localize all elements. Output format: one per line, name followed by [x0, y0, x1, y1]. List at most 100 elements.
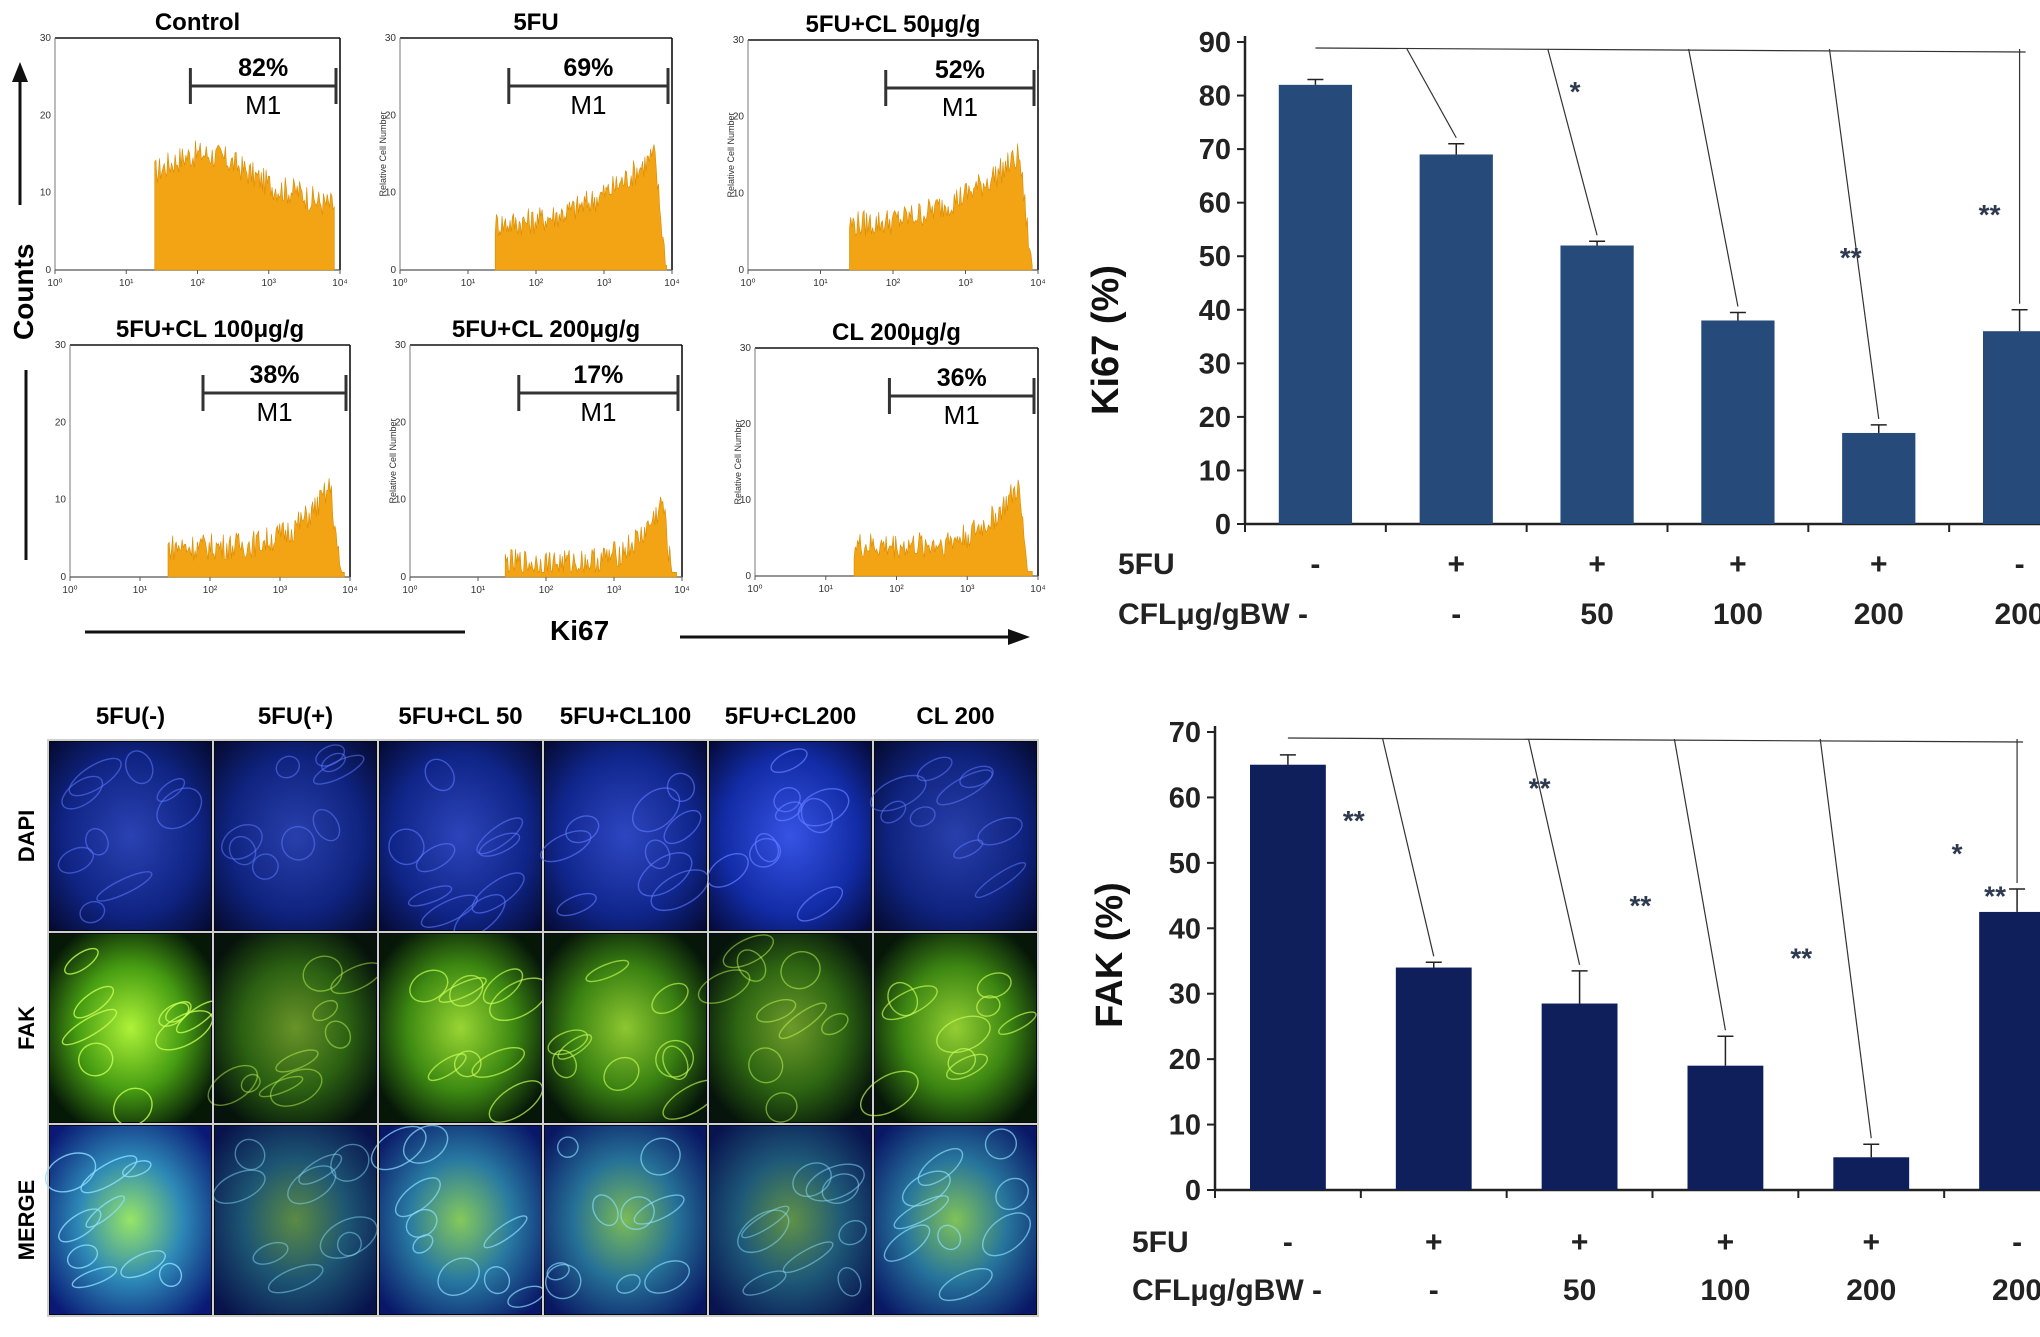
micro-crypt-structure [982, 1212, 1031, 1257]
micro-crypt-structure [221, 824, 263, 860]
micro-crypt-structure [258, 1075, 304, 1098]
y-tick-label: 50 [1199, 241, 1231, 273]
y-tick-label: 0 [1185, 1175, 1201, 1207]
histogram-x-tick-label: 10⁰ [747, 584, 762, 595]
micro-crypt-structure [697, 969, 751, 1004]
histogram-bars [849, 143, 1033, 271]
histogram-y-tick-label: 20 [55, 417, 67, 428]
micro-crypt-structure [551, 1049, 578, 1079]
gate-m1-label: M1 [256, 397, 292, 427]
micro-crypt-structure [893, 1195, 949, 1230]
micro-crypt-structure [124, 750, 154, 785]
micro-crypt-structure [995, 1177, 1029, 1211]
micro-crypt-structure [976, 972, 1012, 999]
micro-crypt-structure [901, 1170, 951, 1207]
histogram-x-tick-label: 10² [529, 278, 544, 289]
micro-cell-signal [710, 742, 871, 930]
micro-crypt-structure [66, 1244, 99, 1269]
micro-crypt-structure [616, 1274, 641, 1294]
treatment-value: 200 [1992, 1274, 2040, 1307]
y-tick-label: 50 [1169, 848, 1201, 880]
bar [1419, 154, 1493, 524]
y-tick-label: 60 [1199, 188, 1231, 220]
comparison-line [1382, 738, 1435, 957]
histogram-x-tick-label: 10⁰ [402, 585, 417, 596]
micro-cell-signal [50, 742, 211, 930]
micro-image-cell [44, 1123, 214, 1317]
comparison-line [1688, 48, 1739, 307]
micro-column-label: 5FU+CL100 [560, 703, 691, 730]
comparison-line [1287, 737, 2024, 743]
histogram-plot: 5FU 10⁰ 10¹ 10² 10³ 10⁴ 0 10 20 30 Relative Cell N… [378, 9, 680, 289]
treatment-value: - [2015, 548, 2025, 581]
micro-crypt-structure [640, 1137, 681, 1176]
micro-cell-signal [545, 1126, 706, 1314]
histogram-x-tick-label: 10³ [960, 584, 975, 595]
comparison-line [1527, 738, 1581, 965]
micro-crypt-structure [312, 754, 365, 785]
micro-crypt-structure [909, 806, 936, 827]
micro-crypt-structure [44, 1152, 97, 1193]
histogram-x-tick-label: 10⁴ [342, 585, 357, 596]
bar [1701, 320, 1775, 524]
micro-cell-signal [875, 934, 1036, 1122]
gate-percent-label: 52% [935, 56, 985, 84]
micro-cell-signal [545, 742, 706, 930]
histogram-y-tick-label: 10 [40, 188, 52, 199]
bar [1250, 764, 1326, 1190]
micro-crypt-structure [287, 1165, 337, 1205]
micro-crypt-structure [953, 839, 984, 859]
flow-cytometry-panel: Counts Ki67 Control 10⁰ 10¹ 10² 10³ 10⁴ 0 10 20 3… [0, 0, 1060, 650]
micro-crypt-structure [251, 853, 279, 880]
treatment-value: - [2012, 1226, 2022, 1259]
histogram-x-tick-label: 10¹ [119, 278, 134, 289]
micro-crypt-structure [749, 837, 782, 868]
histogram-x-tick-label: 10¹ [461, 278, 476, 289]
histogram-y-tick-label: 20 [733, 112, 745, 123]
micro-crypt-structure [483, 1266, 511, 1295]
treatment-value: - [1451, 598, 1461, 631]
histogram-x-tick-label: 10³ [597, 278, 612, 289]
micro-crypt-structure [402, 1124, 449, 1164]
y-tick-label: 40 [1199, 295, 1231, 327]
histogram-bars [494, 144, 667, 271]
micro-crypt-structure [936, 1015, 991, 1054]
histogram-x-tick-label: 10⁰ [740, 278, 755, 289]
micro-crypt-structure [838, 1219, 867, 1246]
significance-label: ** [1790, 943, 1812, 974]
histogram-y-tick-label: 10 [55, 495, 67, 506]
micro-cell-signal [875, 742, 1036, 930]
histogram-x-tick-label: 10² [190, 278, 205, 289]
micro-crypt-structure [120, 1250, 166, 1279]
micro-crypt-structure [821, 1012, 849, 1036]
micro-crypt-structure [998, 1011, 1037, 1036]
micro-crypt-structure [883, 1224, 931, 1262]
micro-crypt-structure [754, 832, 780, 863]
significance-label: ** [1979, 199, 2001, 230]
counts-arrow-head [12, 62, 28, 82]
micro-image-cell [377, 931, 549, 1125]
fak-bar-chart-panel: FAK (%) 0 10 20 30 40 50 60 70 ** ** ** ** * ** 5FU - + +… [1080, 690, 2040, 1332]
histogram-plot: 5FU+CL 50μg/g 10⁰ 10¹ 10² 10³ 10⁴ 0 10 20 30 Relat… [726, 11, 1046, 289]
histogram-y-tick-label: 0 [745, 571, 751, 582]
histogram-x-tick-label: 10¹ [133, 585, 148, 596]
bar [1541, 1003, 1618, 1190]
gate-m1-label: M1 [570, 90, 606, 120]
histogram-y-tick-label: 20 [395, 417, 407, 428]
micro-crypt-structure [937, 1224, 962, 1251]
histogram-x-tick-label: 10⁰ [62, 585, 77, 596]
histogram-x-tick-label: 10¹ [819, 584, 834, 595]
micro-cell-signal [380, 934, 541, 1122]
histogram-title: 5FU+CL 50μg/g [806, 11, 981, 38]
micro-crypt-structure [483, 1215, 528, 1249]
comparison-line [1828, 48, 1880, 420]
bar [1842, 432, 1916, 524]
micro-cell-signal [545, 934, 706, 1122]
histogram-x-tick-label: 10⁰ [392, 278, 407, 289]
micro-crypt-structure [234, 1138, 266, 1171]
gate-m1-label: M1 [245, 90, 281, 120]
micro-image-cell [212, 1123, 379, 1317]
gate-percent-label: 69% [563, 54, 613, 82]
micro-crypt-structure [85, 827, 109, 856]
